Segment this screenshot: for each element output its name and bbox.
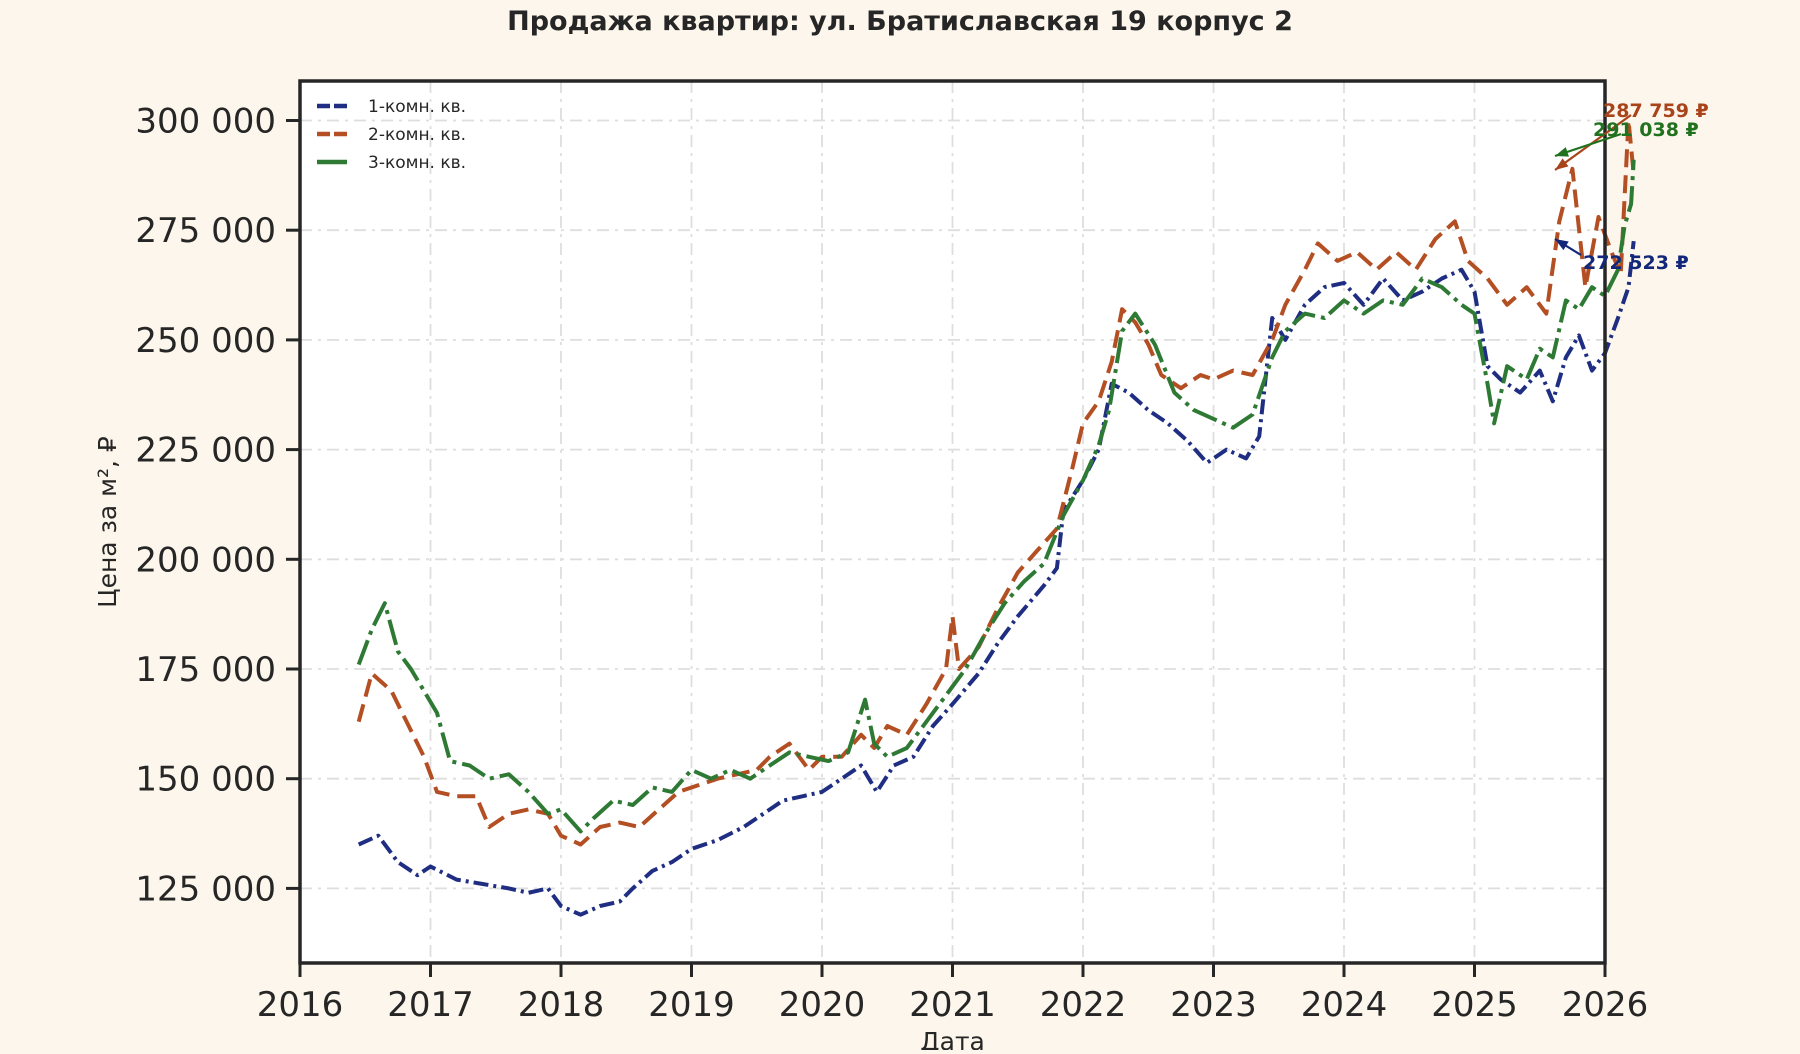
y-tick-label: 200 000 — [135, 540, 276, 580]
y-tick-label: 225 000 — [135, 431, 276, 471]
legend-label: 1-комн. кв. — [368, 97, 466, 117]
y-tick-label: 150 000 — [135, 760, 276, 800]
y-tick-label: 250 000 — [135, 321, 276, 361]
x-axis-label: Дата — [920, 1027, 985, 1050]
chart-title: Продажа квартир: ул. Братиславская 19 ко… — [507, 6, 1293, 37]
series-line-1 — [357, 240, 1636, 917]
series-group — [356, 118, 1636, 917]
annotation-label: 291 038 ₽ — [1593, 119, 1699, 141]
x-tick-label: 2022 — [1040, 985, 1127, 1025]
legend-label: 3-комн. кв. — [368, 153, 466, 173]
legend: 1-комн. кв. 2-комн. кв. 3-комн. кв. — [317, 97, 466, 173]
x-tick-label: 2020 — [779, 985, 866, 1025]
x-tick-label: 2016 — [257, 985, 344, 1025]
y-axis-label: Цена за м², ₽ — [93, 436, 122, 608]
series-line-2 — [356, 118, 1636, 847]
y-tick-label: 275 000 — [135, 211, 276, 251]
legend-label: 2-комн. кв. — [368, 125, 466, 145]
x-tick-label: 2018 — [518, 985, 605, 1025]
x-tick-label: 2017 — [387, 985, 474, 1025]
y-tick-label: 125 000 — [135, 869, 276, 909]
series-line-3 — [356, 159, 1636, 834]
annotation-arrowhead — [1555, 147, 1569, 157]
x-tick-label: 2023 — [1170, 985, 1257, 1025]
y-tick-label: 300 000 — [135, 101, 276, 141]
x-tick-label: 2025 — [1431, 985, 1518, 1025]
annotations: 272 523 ₽ 287 759 ₽291 038 ₽ — [1554, 100, 1709, 274]
x-tick-label: 2024 — [1301, 985, 1388, 1025]
annotation-label: 272 523 ₽ — [1583, 252, 1689, 274]
y-tick-label: 175 000 — [135, 650, 276, 690]
x-tick-label: 2019 — [648, 985, 735, 1025]
x-tick-label: 2021 — [909, 985, 996, 1025]
annotation-arrowhead — [1555, 239, 1569, 251]
x-tick-label: 2026 — [1562, 985, 1649, 1025]
annotation-label: 287 759 ₽ — [1603, 100, 1709, 122]
annotation-arrowhead — [1555, 158, 1569, 170]
